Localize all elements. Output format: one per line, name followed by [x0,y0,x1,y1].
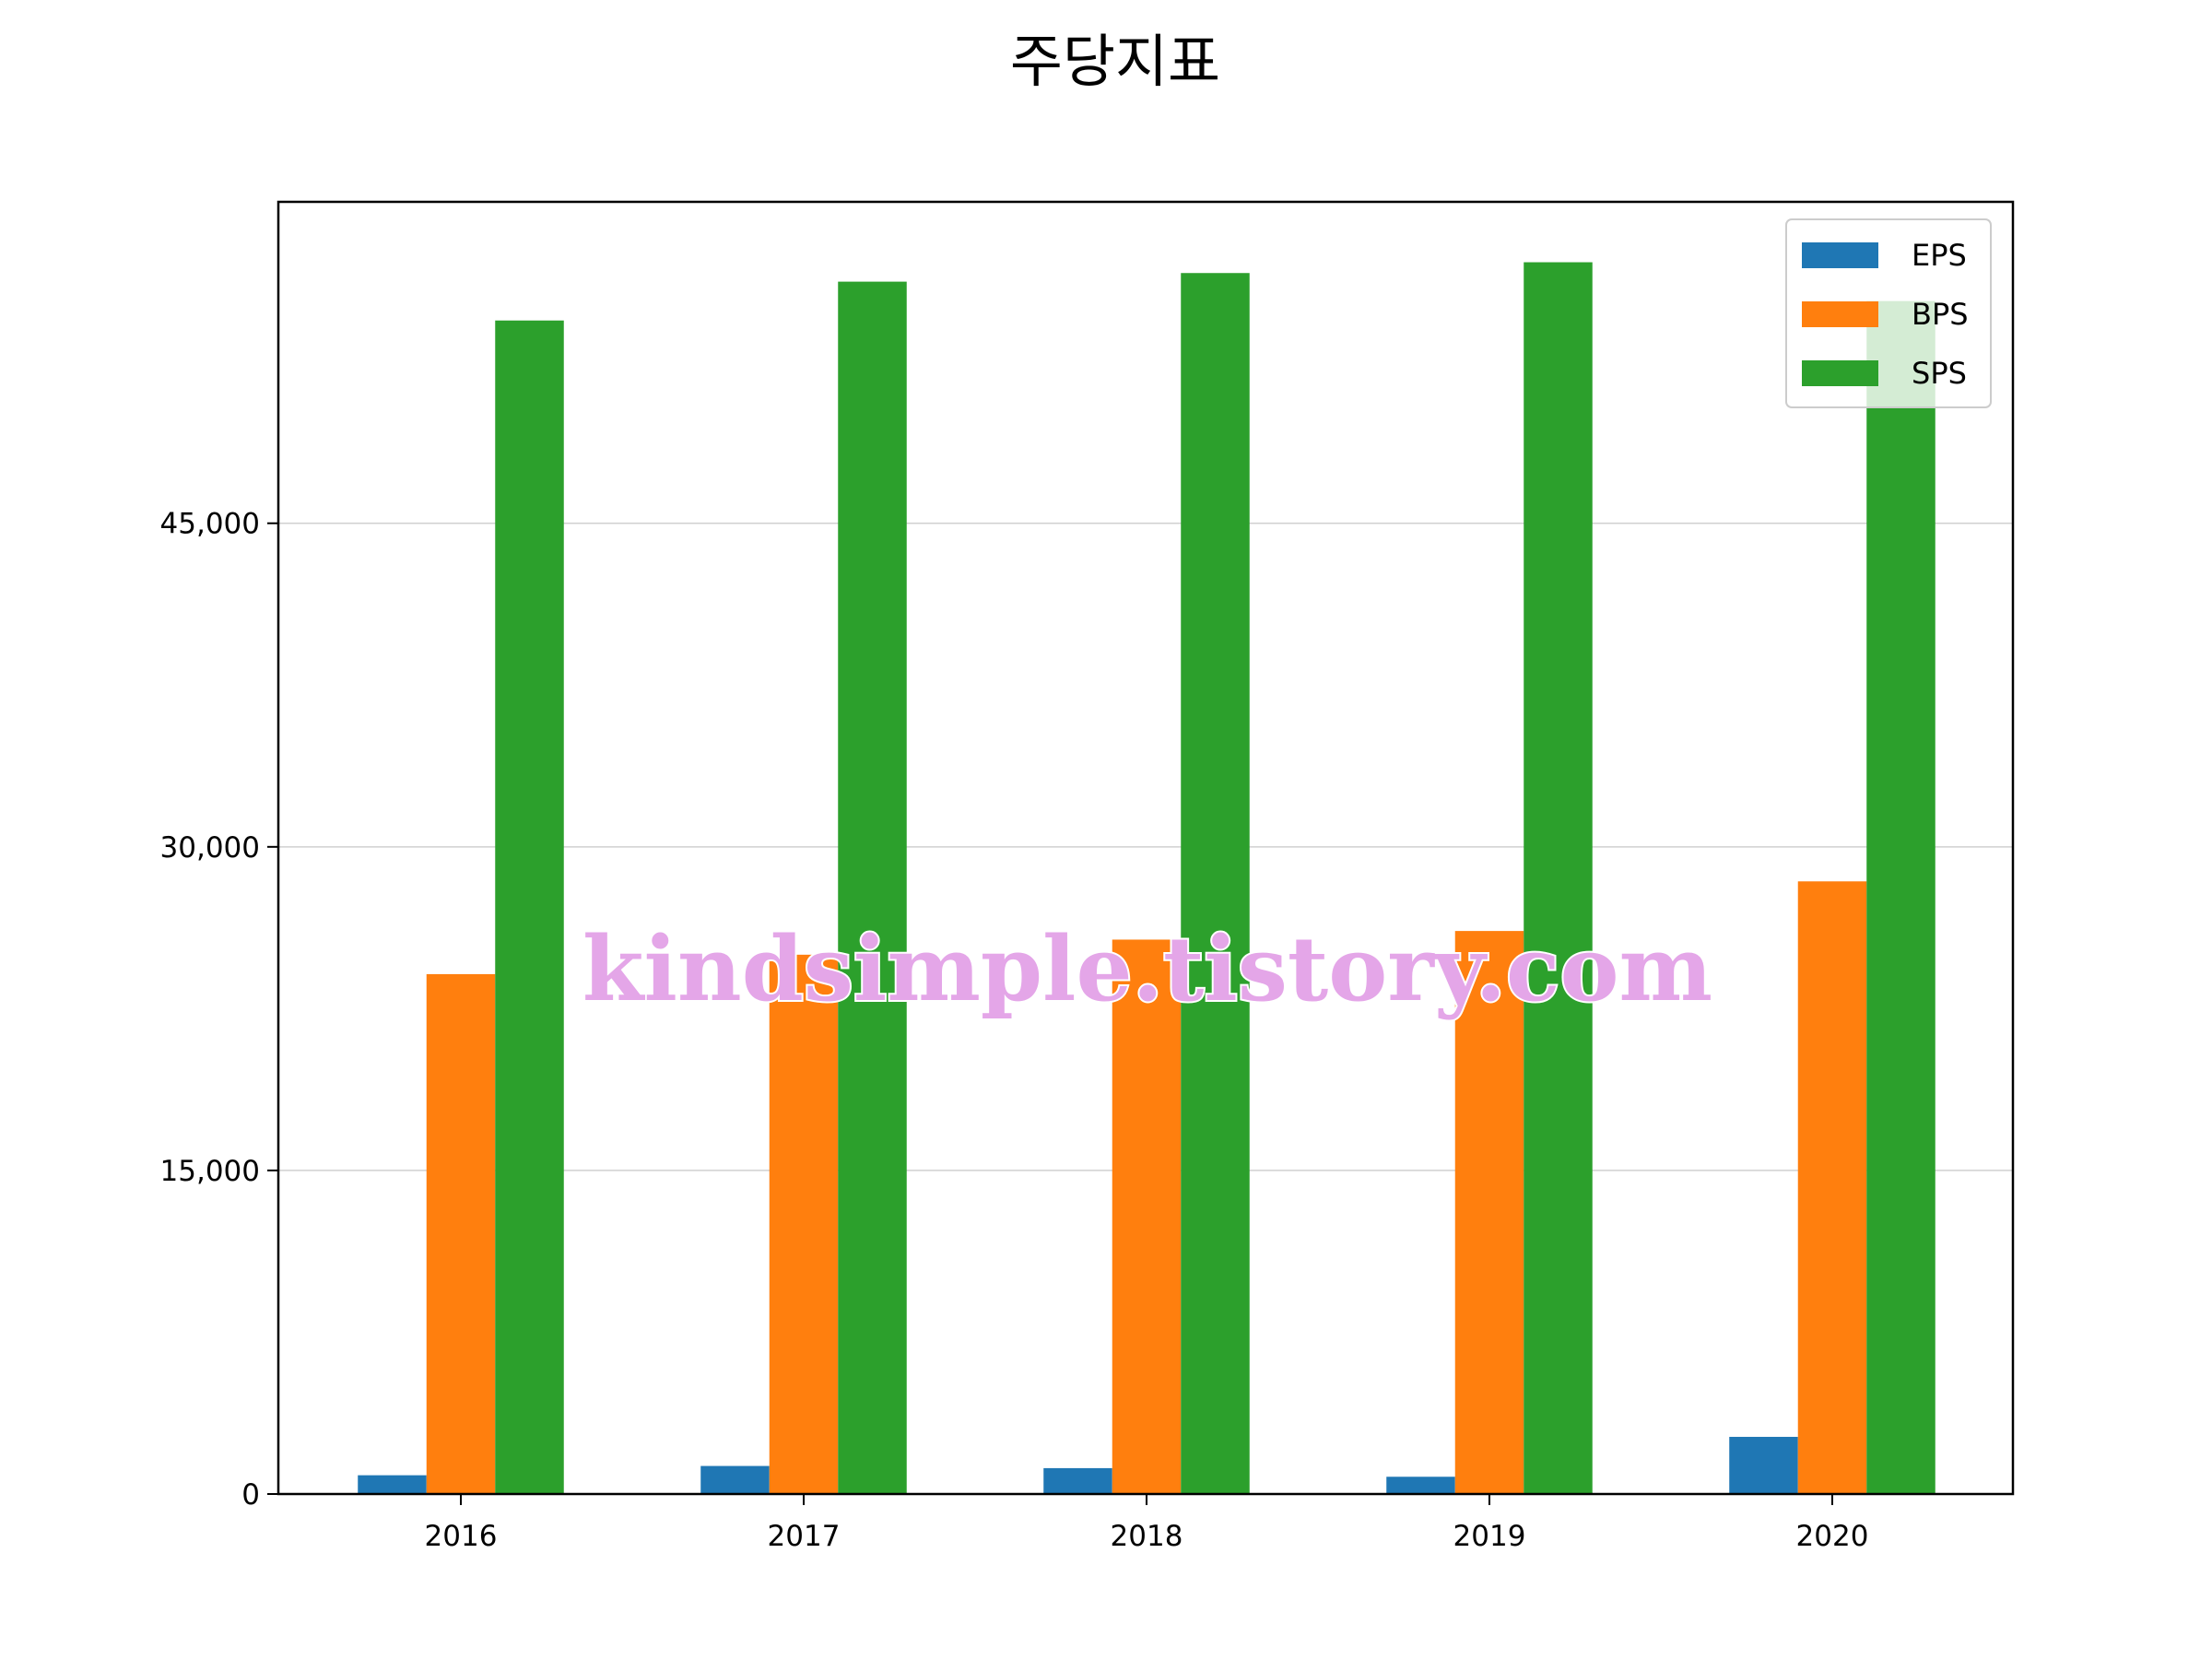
bar-bps-2019 [1454,931,1524,1494]
legend-swatch-bps [1802,301,1878,327]
legend-swatch-eps [1802,242,1878,268]
y-tick-label: 30,000 [160,831,260,865]
legend-label-bps: BPS [1912,297,1969,332]
legend: EPS BPS SPS [1785,218,1992,408]
legend-label-eps: EPS [1912,238,1967,273]
x-tick-label: 2019 [1453,1520,1526,1553]
x-axis: 2016 2017 2018 2019 2020 [425,1494,1869,1553]
bar-sps-2017 [838,281,907,1494]
bar-eps-2018 [1043,1467,1112,1494]
x-tick-label: 2020 [1796,1520,1869,1553]
bar-sps-2018 [1181,273,1250,1494]
bar-sps-2016 [495,320,564,1495]
x-tick-label: 2017 [768,1520,841,1553]
bar-bps-2020 [1797,881,1867,1494]
bar-bps-2017 [769,954,839,1494]
legend-label-sps: SPS [1912,356,1967,391]
bar-eps-2017 [700,1465,770,1494]
y-axis: 0 15,000 30,000 45,000 [160,508,278,1512]
y-tick-label: 45,000 [160,508,260,541]
y-tick-label: 0 [241,1478,260,1512]
chart-title: 주당지표 [1010,28,1220,95]
legend-swatch-sps [1802,360,1878,386]
bar-sps-2019 [1524,262,1593,1494]
bar-eps-2016 [358,1475,427,1494]
x-tick-label: 2018 [1111,1520,1183,1553]
bar-bps-2018 [1112,939,1182,1494]
bar-sps-2020 [1866,300,1936,1494]
bar-bps-2016 [426,973,496,1494]
bar-eps-2020 [1729,1436,1798,1494]
bar-eps-2019 [1386,1477,1455,1494]
bars [358,262,1936,1495]
watermark-text: kindsimple.tistory.com [582,917,1712,1021]
y-tick-label: 15,000 [160,1155,260,1188]
x-tick-label: 2016 [425,1520,498,1553]
